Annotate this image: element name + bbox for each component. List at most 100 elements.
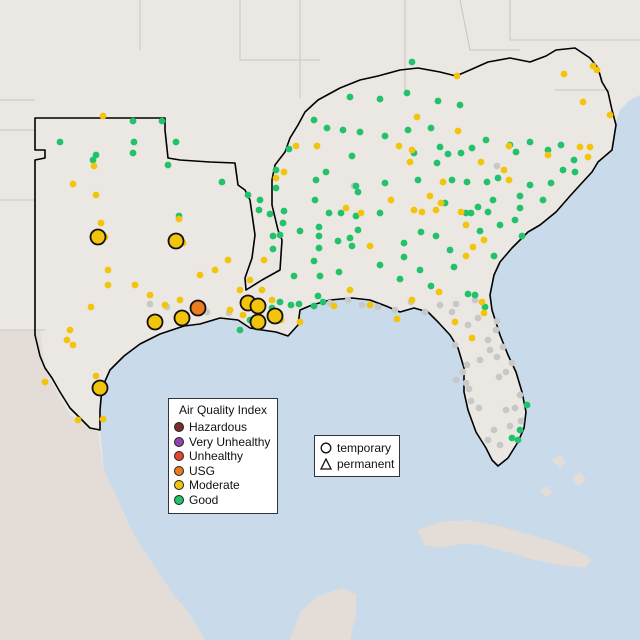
monitor-good[interactable] [571, 168, 579, 176]
monitor-moderate[interactable] [226, 306, 234, 314]
monitor-moderate[interactable] [236, 286, 244, 294]
monitor-good[interactable] [354, 188, 362, 196]
monitor-no-data[interactable] [344, 296, 352, 304]
monitor-good[interactable] [547, 179, 555, 187]
monitor-good[interactable] [312, 176, 320, 184]
monitor-moderate-temporary[interactable] [249, 297, 267, 315]
monitor-good[interactable] [490, 252, 498, 260]
monitor-moderate[interactable] [410, 206, 418, 214]
monitor-good[interactable] [408, 58, 416, 66]
monitor-moderate[interactable] [292, 142, 300, 150]
monitor-good[interactable] [218, 178, 226, 186]
monitor-moderate[interactable] [63, 336, 71, 344]
monitor-no-data[interactable] [471, 296, 479, 304]
monitor-good[interactable] [346, 93, 354, 101]
monitor-moderate[interactable] [462, 252, 470, 260]
monitor-moderate[interactable] [418, 208, 426, 216]
monitor-good[interactable] [311, 196, 319, 204]
monitor-good[interactable] [337, 209, 345, 217]
monitor-good[interactable] [516, 204, 524, 212]
monitor-moderate[interactable] [357, 209, 365, 217]
monitor-good[interactable] [463, 178, 471, 186]
monitor-moderate[interactable] [41, 378, 49, 386]
monitor-no-data[interactable] [486, 346, 494, 354]
monitor-moderate[interactable] [366, 301, 374, 309]
monitor-moderate-temporary[interactable] [89, 228, 107, 246]
monitor-good[interactable] [483, 178, 491, 186]
monitor-moderate[interactable] [408, 296, 416, 304]
monitor-no-data[interactable] [484, 336, 492, 344]
monitor-good[interactable] [296, 227, 304, 235]
monitor-no-data[interactable] [506, 422, 514, 430]
monitor-no-data[interactable] [374, 303, 382, 311]
monitor-good[interactable] [482, 136, 490, 144]
monitor-no-data[interactable] [391, 306, 399, 314]
monitor-moderate[interactable] [413, 113, 421, 121]
monitor-no-data[interactable] [517, 417, 525, 425]
monitor-good[interactable] [314, 292, 322, 300]
monitor-good[interactable] [448, 176, 456, 184]
monitor-moderate[interactable] [66, 326, 74, 334]
monitor-moderate[interactable] [272, 174, 280, 182]
monitor-moderate[interactable] [387, 196, 395, 204]
monitor-good[interactable] [403, 89, 411, 97]
monitor-good[interactable] [468, 144, 476, 152]
monitor-moderate[interactable] [346, 286, 354, 294]
monitor-good[interactable] [476, 227, 484, 235]
monitor-no-data[interactable] [436, 301, 444, 309]
monitor-moderate[interactable] [454, 127, 462, 135]
monitor-moderate[interactable] [480, 236, 488, 244]
monitor-moderate[interactable] [92, 372, 100, 380]
monitor-no-data[interactable] [499, 343, 507, 351]
monitor-no-data[interactable] [465, 385, 473, 393]
monitor-no-data[interactable] [475, 404, 483, 412]
monitor-moderate[interactable] [104, 266, 112, 274]
monitor-good[interactable] [356, 128, 364, 136]
monitor-good[interactable] [335, 268, 343, 276]
monitor-good[interactable] [287, 301, 295, 309]
monitor-moderate[interactable] [432, 206, 440, 214]
monitor-no-data[interactable] [464, 321, 472, 329]
monitor-good[interactable] [236, 326, 244, 334]
monitor-good[interactable] [526, 181, 534, 189]
monitor-good[interactable] [433, 159, 441, 167]
monitor-good[interactable] [310, 302, 318, 310]
monitor-moderate[interactable] [69, 341, 77, 349]
monitor-good[interactable] [404, 126, 412, 134]
monitor-good[interactable] [269, 232, 277, 240]
monitor-good[interactable] [310, 116, 318, 124]
monitor-moderate[interactable] [586, 143, 594, 151]
monitor-moderate[interactable] [176, 296, 184, 304]
monitor-good[interactable] [255, 206, 263, 214]
monitor-good[interactable] [516, 192, 524, 200]
monitor-good[interactable] [544, 146, 552, 154]
monitor-good[interactable] [444, 150, 452, 158]
monitor-no-data[interactable] [451, 341, 459, 349]
monitor-good[interactable] [512, 148, 520, 156]
monitor-good[interactable] [494, 174, 502, 182]
monitor-good[interactable] [464, 290, 472, 298]
monitor-good[interactable] [316, 272, 324, 280]
monitor-good[interactable] [489, 196, 497, 204]
monitor-no-data[interactable] [358, 301, 366, 309]
monitor-moderate[interactable] [330, 302, 338, 310]
monitor-good[interactable] [285, 145, 293, 153]
monitor-good[interactable] [434, 97, 442, 105]
monitor-moderate[interactable] [408, 146, 416, 154]
monitor-moderate[interactable] [246, 276, 254, 284]
monitor-good[interactable] [130, 138, 138, 146]
monitor-no-data[interactable] [496, 441, 504, 449]
monitor-no-data[interactable] [146, 300, 154, 308]
monitor-good[interactable] [244, 191, 252, 199]
monitor-good[interactable] [89, 156, 97, 164]
monitor-no-data[interactable] [452, 376, 460, 384]
monitor-good[interactable] [516, 426, 524, 434]
monitor-moderate[interactable] [104, 281, 112, 289]
monitor-good[interactable] [559, 166, 567, 174]
monitor-good[interactable] [276, 298, 284, 306]
monitor-good[interactable] [436, 143, 444, 151]
monitor-moderate[interactable] [584, 153, 592, 161]
monitor-usg-temporary[interactable] [189, 299, 207, 317]
monitor-good[interactable] [381, 132, 389, 140]
